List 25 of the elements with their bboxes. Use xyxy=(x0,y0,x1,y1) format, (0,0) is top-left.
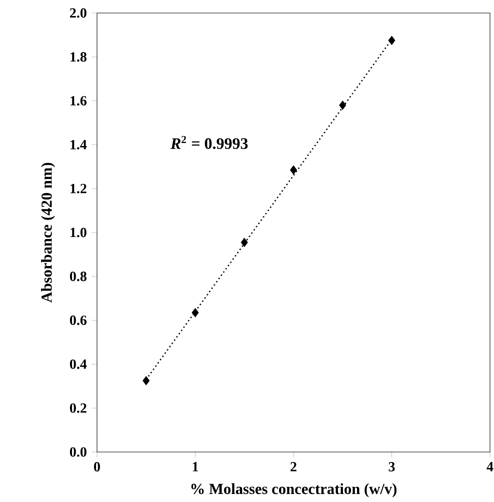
x-tick-label: 3 xyxy=(388,462,395,472)
point xyxy=(142,376,150,386)
y-tick-label: 1.6 xyxy=(70,96,87,106)
x-axis-title: % Molasses concectration (w/v) xyxy=(191,483,397,498)
x-tick-label: 2 xyxy=(290,462,296,472)
point xyxy=(339,100,346,110)
y-tick-label: 1.4 xyxy=(70,140,87,150)
y-tick-label: 0.0 xyxy=(70,447,86,457)
y-axis-title: Absorbance (420 nm) xyxy=(41,162,55,303)
y-tick-label: 0.2 xyxy=(70,403,86,413)
y-tick-label: 1.8 xyxy=(70,52,86,62)
x-tick-label: 4 xyxy=(486,462,494,472)
annotation: R$^{2}$ = 0.9993 xyxy=(170,136,248,150)
point xyxy=(240,238,248,247)
y-tick-label: 0.4 xyxy=(70,359,87,369)
y-tick-label: 0.8 xyxy=(70,272,86,282)
y-tick-label: 1.0 xyxy=(70,228,86,238)
y-tick-label: 1.2 xyxy=(70,184,86,194)
x-tick-label: 1 xyxy=(192,462,198,472)
point xyxy=(192,308,199,318)
y-tick-label: 2.0 xyxy=(70,8,86,18)
point xyxy=(388,36,396,45)
point xyxy=(290,165,297,174)
y-tick-label: 0.6 xyxy=(70,316,87,326)
x-tick-label: 0 xyxy=(94,462,100,472)
